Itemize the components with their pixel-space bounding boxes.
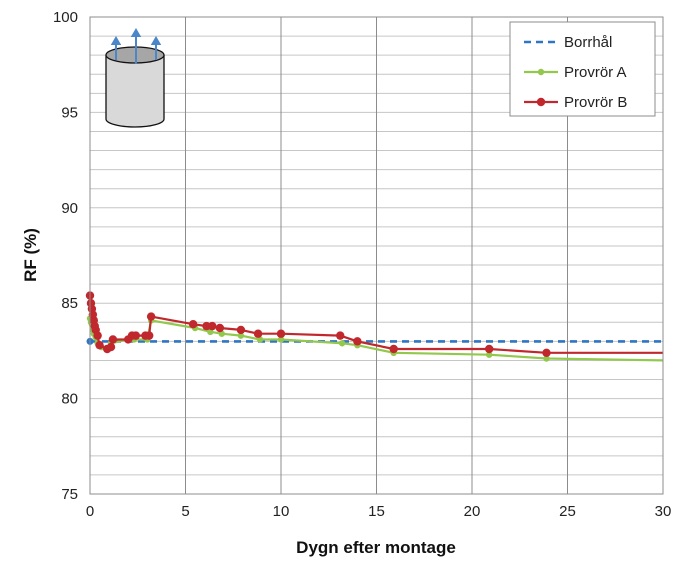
data-point — [108, 335, 118, 344]
data-point — [542, 348, 551, 358]
legend-label: Borrhål — [564, 34, 612, 51]
data-point — [145, 331, 154, 340]
x-tick-label: 10 — [273, 503, 290, 520]
data-point — [389, 344, 398, 354]
x-tick-label: 30 — [655, 503, 672, 520]
data-point — [208, 321, 217, 331]
y-tick-label: 95 — [61, 104, 78, 121]
legend: Borrhål Provrör A Provrör B — [509, 21, 656, 117]
y-tick-label: 85 — [61, 295, 78, 312]
x-tick-label: 20 — [464, 503, 481, 520]
legend-box — [509, 21, 656, 117]
data-point — [485, 351, 493, 358]
data-point — [215, 323, 225, 333]
data-point — [336, 331, 345, 340]
data-point — [338, 340, 346, 347]
data-point — [277, 336, 285, 343]
data-point — [543, 355, 550, 362]
data-point — [131, 331, 141, 340]
legend-marker — [536, 97, 546, 107]
data-point — [93, 331, 102, 340]
y-axis-title: RF (%) — [21, 228, 40, 282]
cylinder-with-upward-arrows-icon — [105, 28, 165, 128]
x-axis-title: Dygn efter montage — [296, 538, 456, 557]
y-tick-label: 100 — [53, 9, 78, 26]
data-point — [95, 340, 104, 350]
y-tick-label: 80 — [61, 391, 78, 408]
series-group — [85, 291, 664, 362]
tick-labels: 0 5 10 15 20 25 30 75 80 85 90 95 100 — [53, 9, 671, 520]
data-point — [236, 325, 246, 335]
legend-marker — [537, 68, 545, 76]
x-tick-label: 5 — [181, 503, 189, 520]
legend-label: Provrör B — [564, 94, 627, 111]
legend-label: Provrör A — [564, 64, 627, 81]
data-point — [237, 332, 245, 339]
y-tick-label: 75 — [61, 486, 78, 503]
x-tick-label: 25 — [559, 503, 576, 520]
plot-border — [89, 16, 664, 495]
data-point — [106, 342, 116, 352]
data-point — [188, 319, 198, 329]
data-point — [253, 329, 263, 338]
data-point — [484, 344, 494, 354]
data-point — [276, 329, 286, 338]
data-point — [146, 312, 156, 321]
x-tick-label: 15 — [368, 503, 385, 520]
y-tick-label: 90 — [61, 200, 78, 217]
data-point — [353, 337, 362, 346]
x-tick-label: 0 — [86, 503, 94, 520]
